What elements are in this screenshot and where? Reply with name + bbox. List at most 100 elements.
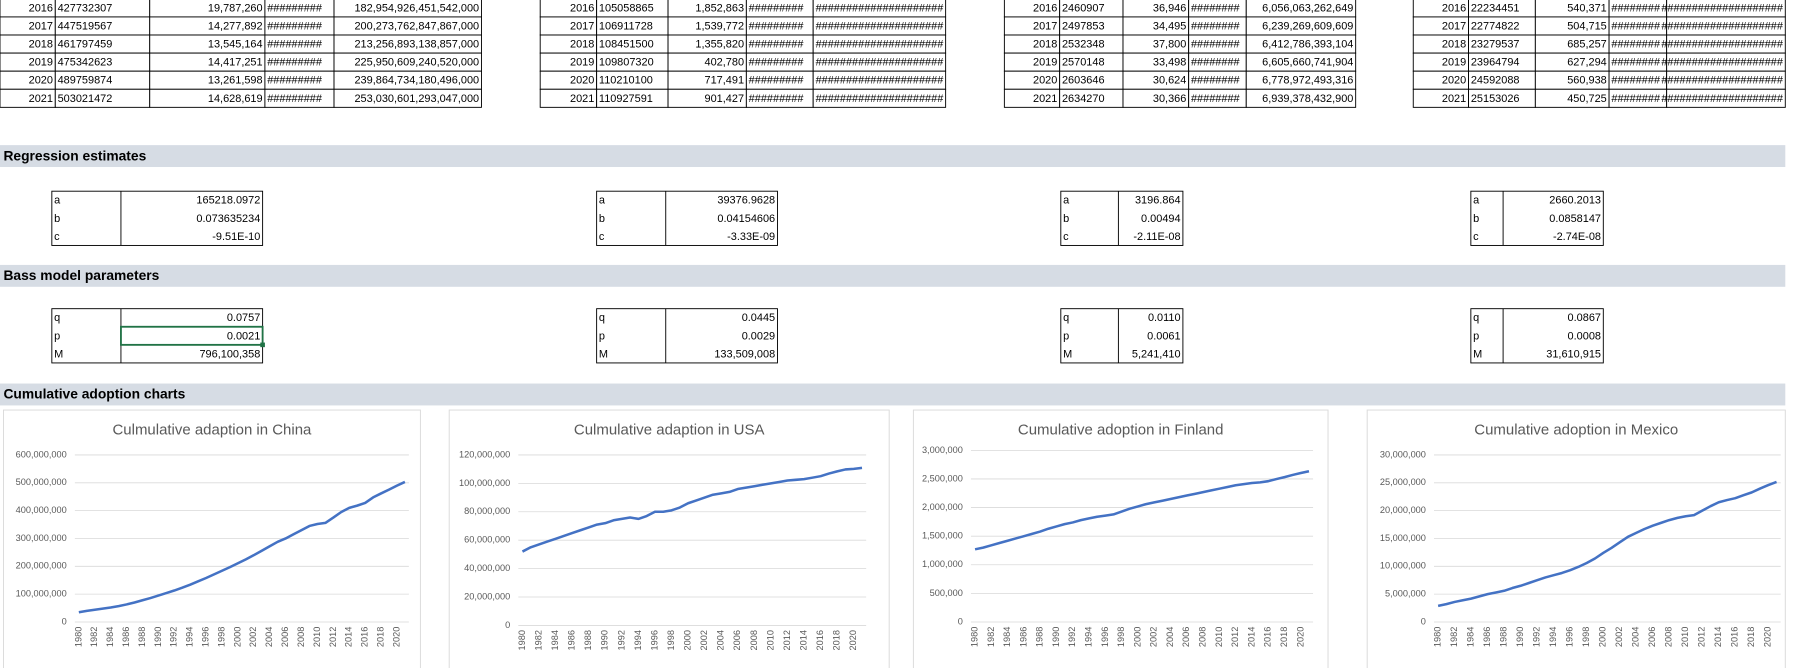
x-tick-label: 2008 <box>749 630 759 650</box>
cell-text: 2603646 <box>1062 75 1105 87</box>
cell-text: ##################### <box>816 57 945 69</box>
cell-text: 24592088 <box>1471 75 1520 87</box>
cell-text: b <box>1063 213 1069 225</box>
cell-text: 627,294 <box>1567 57 1607 69</box>
y-tick-label: 10,000,000 <box>1380 561 1426 571</box>
x-tick-label: 2006 <box>1181 627 1191 647</box>
cell-text: 2497853 <box>1062 20 1105 32</box>
cell-text: 2017 <box>1442 20 1466 32</box>
x-tick-label: 1984 <box>1466 627 1476 647</box>
y-tick-label: 600,000,000 <box>16 449 67 459</box>
cell-text: 13,545,164 <box>208 39 263 51</box>
y-tick-label: 400,000,000 <box>16 505 67 515</box>
param-box <box>596 190 778 246</box>
cell-text: 182,954,926,451,542,000 <box>354 2 479 14</box>
y-tick-label: 2,500,000 <box>922 473 963 483</box>
cell-text: 796,100,358 <box>199 348 260 360</box>
cell-text: 2016 <box>570 2 594 14</box>
cell-text: ######### <box>749 2 805 14</box>
cell-text: 6,412,786,393,104 <box>1262 39 1353 51</box>
cell-text: 14,277,892 <box>208 20 263 32</box>
cell-text: 2016 <box>1442 2 1466 14</box>
chart-title: Culmulative adaption in USA <box>574 422 765 439</box>
cell-text: 34,495 <box>1153 20 1186 32</box>
table-cell <box>812 88 947 108</box>
cell-text: ######### <box>267 39 323 51</box>
cell-text: 2016 <box>29 2 53 14</box>
param-box <box>1060 190 1184 246</box>
cell-text: 0.0029 <box>742 330 775 342</box>
cell-text: 14,628,619 <box>208 93 263 105</box>
x-tick-label: 1986 <box>1482 627 1492 647</box>
cell-text: 2020 <box>570 75 594 87</box>
param-box <box>1470 190 1604 246</box>
cell-text: #################### <box>1661 2 1784 14</box>
cell-text: 901,427 <box>705 93 745 105</box>
cell-text: 560,938 <box>1567 75 1607 87</box>
x-tick-label: 2014 <box>344 627 354 647</box>
x-tick-label: 2014 <box>1246 627 1256 647</box>
cell-text: ######## <box>1611 39 1661 51</box>
cell-text: ######## <box>1611 57 1661 69</box>
x-tick-label: 1980 <box>73 627 83 647</box>
cell-text: 2017 <box>570 20 594 32</box>
cell-text: 19,787,260 <box>208 2 263 14</box>
x-tick-label: 1998 <box>1581 627 1591 647</box>
x-tick-label: 1990 <box>153 627 163 647</box>
x-tick-label: 2008 <box>1198 627 1208 647</box>
cell-text: q <box>1063 312 1069 324</box>
x-tick-label: 2000 <box>232 627 242 647</box>
x-tick-label: 1990 <box>600 630 610 650</box>
cell-text: 105058865 <box>599 2 654 14</box>
x-tick-label: 1988 <box>1035 627 1045 647</box>
cell-text: 6,605,660,741,904 <box>1262 57 1353 69</box>
cell-text: 31,610,915 <box>1546 348 1601 360</box>
cell-text: p <box>599 330 605 342</box>
cell-text: 2018 <box>1442 39 1466 51</box>
cell-text: ######## <box>1611 2 1661 14</box>
cell-text: #################### <box>1661 75 1784 87</box>
x-tick-label: 1990 <box>1515 627 1525 647</box>
cell-text: 13,261,598 <box>208 75 263 87</box>
x-tick-label: 1984 <box>550 630 560 650</box>
cell-text: 717,491 <box>705 75 745 87</box>
cell-text: 22234451 <box>1471 2 1520 14</box>
cell-text: 22774822 <box>1471 20 1520 32</box>
cell-text: #################### <box>1661 57 1784 69</box>
cell-text: ######## <box>1611 20 1661 32</box>
x-tick-label: 2020 <box>848 630 858 650</box>
cell-text: 2021 <box>1442 93 1466 105</box>
chart-frame <box>912 409 1329 668</box>
y-tick-label: 500,000,000 <box>16 477 67 487</box>
cell-text: #################### <box>1661 39 1784 51</box>
x-tick-label: 2020 <box>1295 627 1305 647</box>
cell-text: 6,056,063,262,649 <box>1262 2 1353 14</box>
x-tick-label: 1980 <box>969 627 979 647</box>
x-tick-label: 2016 <box>1730 627 1740 647</box>
cell-text: 461797459 <box>58 39 113 51</box>
cell-text: 2018 <box>570 39 594 51</box>
x-tick-label: 2010 <box>765 630 775 650</box>
x-tick-label: 2014 <box>1713 627 1723 647</box>
cell-text: ##################### <box>816 93 945 105</box>
chart-frame <box>448 409 890 668</box>
cell-text: 1,355,820 <box>695 39 744 51</box>
cell-text: 0.0008 <box>1568 330 1601 342</box>
cell-text: 2460907 <box>1062 2 1105 14</box>
x-tick-label: 2018 <box>375 627 385 647</box>
cell-text: a <box>1063 195 1070 207</box>
cell-text: 685,257 <box>1567 39 1607 51</box>
cell-text: M <box>1473 348 1482 360</box>
data-line <box>78 480 406 614</box>
x-tick-label: 2016 <box>1263 627 1273 647</box>
cell-text: ######## <box>1191 57 1241 69</box>
cell-text: 2019 <box>570 57 594 69</box>
x-tick-label: 2018 <box>832 630 842 650</box>
cell-text: c <box>1473 231 1479 243</box>
cell-text: 0.0061 <box>1147 330 1180 342</box>
cell-text: 165218.0972 <box>196 195 260 207</box>
cell-text: ######### <box>267 57 323 69</box>
x-tick-label: 2012 <box>782 630 792 650</box>
cell-text: 475342623 <box>58 57 113 69</box>
